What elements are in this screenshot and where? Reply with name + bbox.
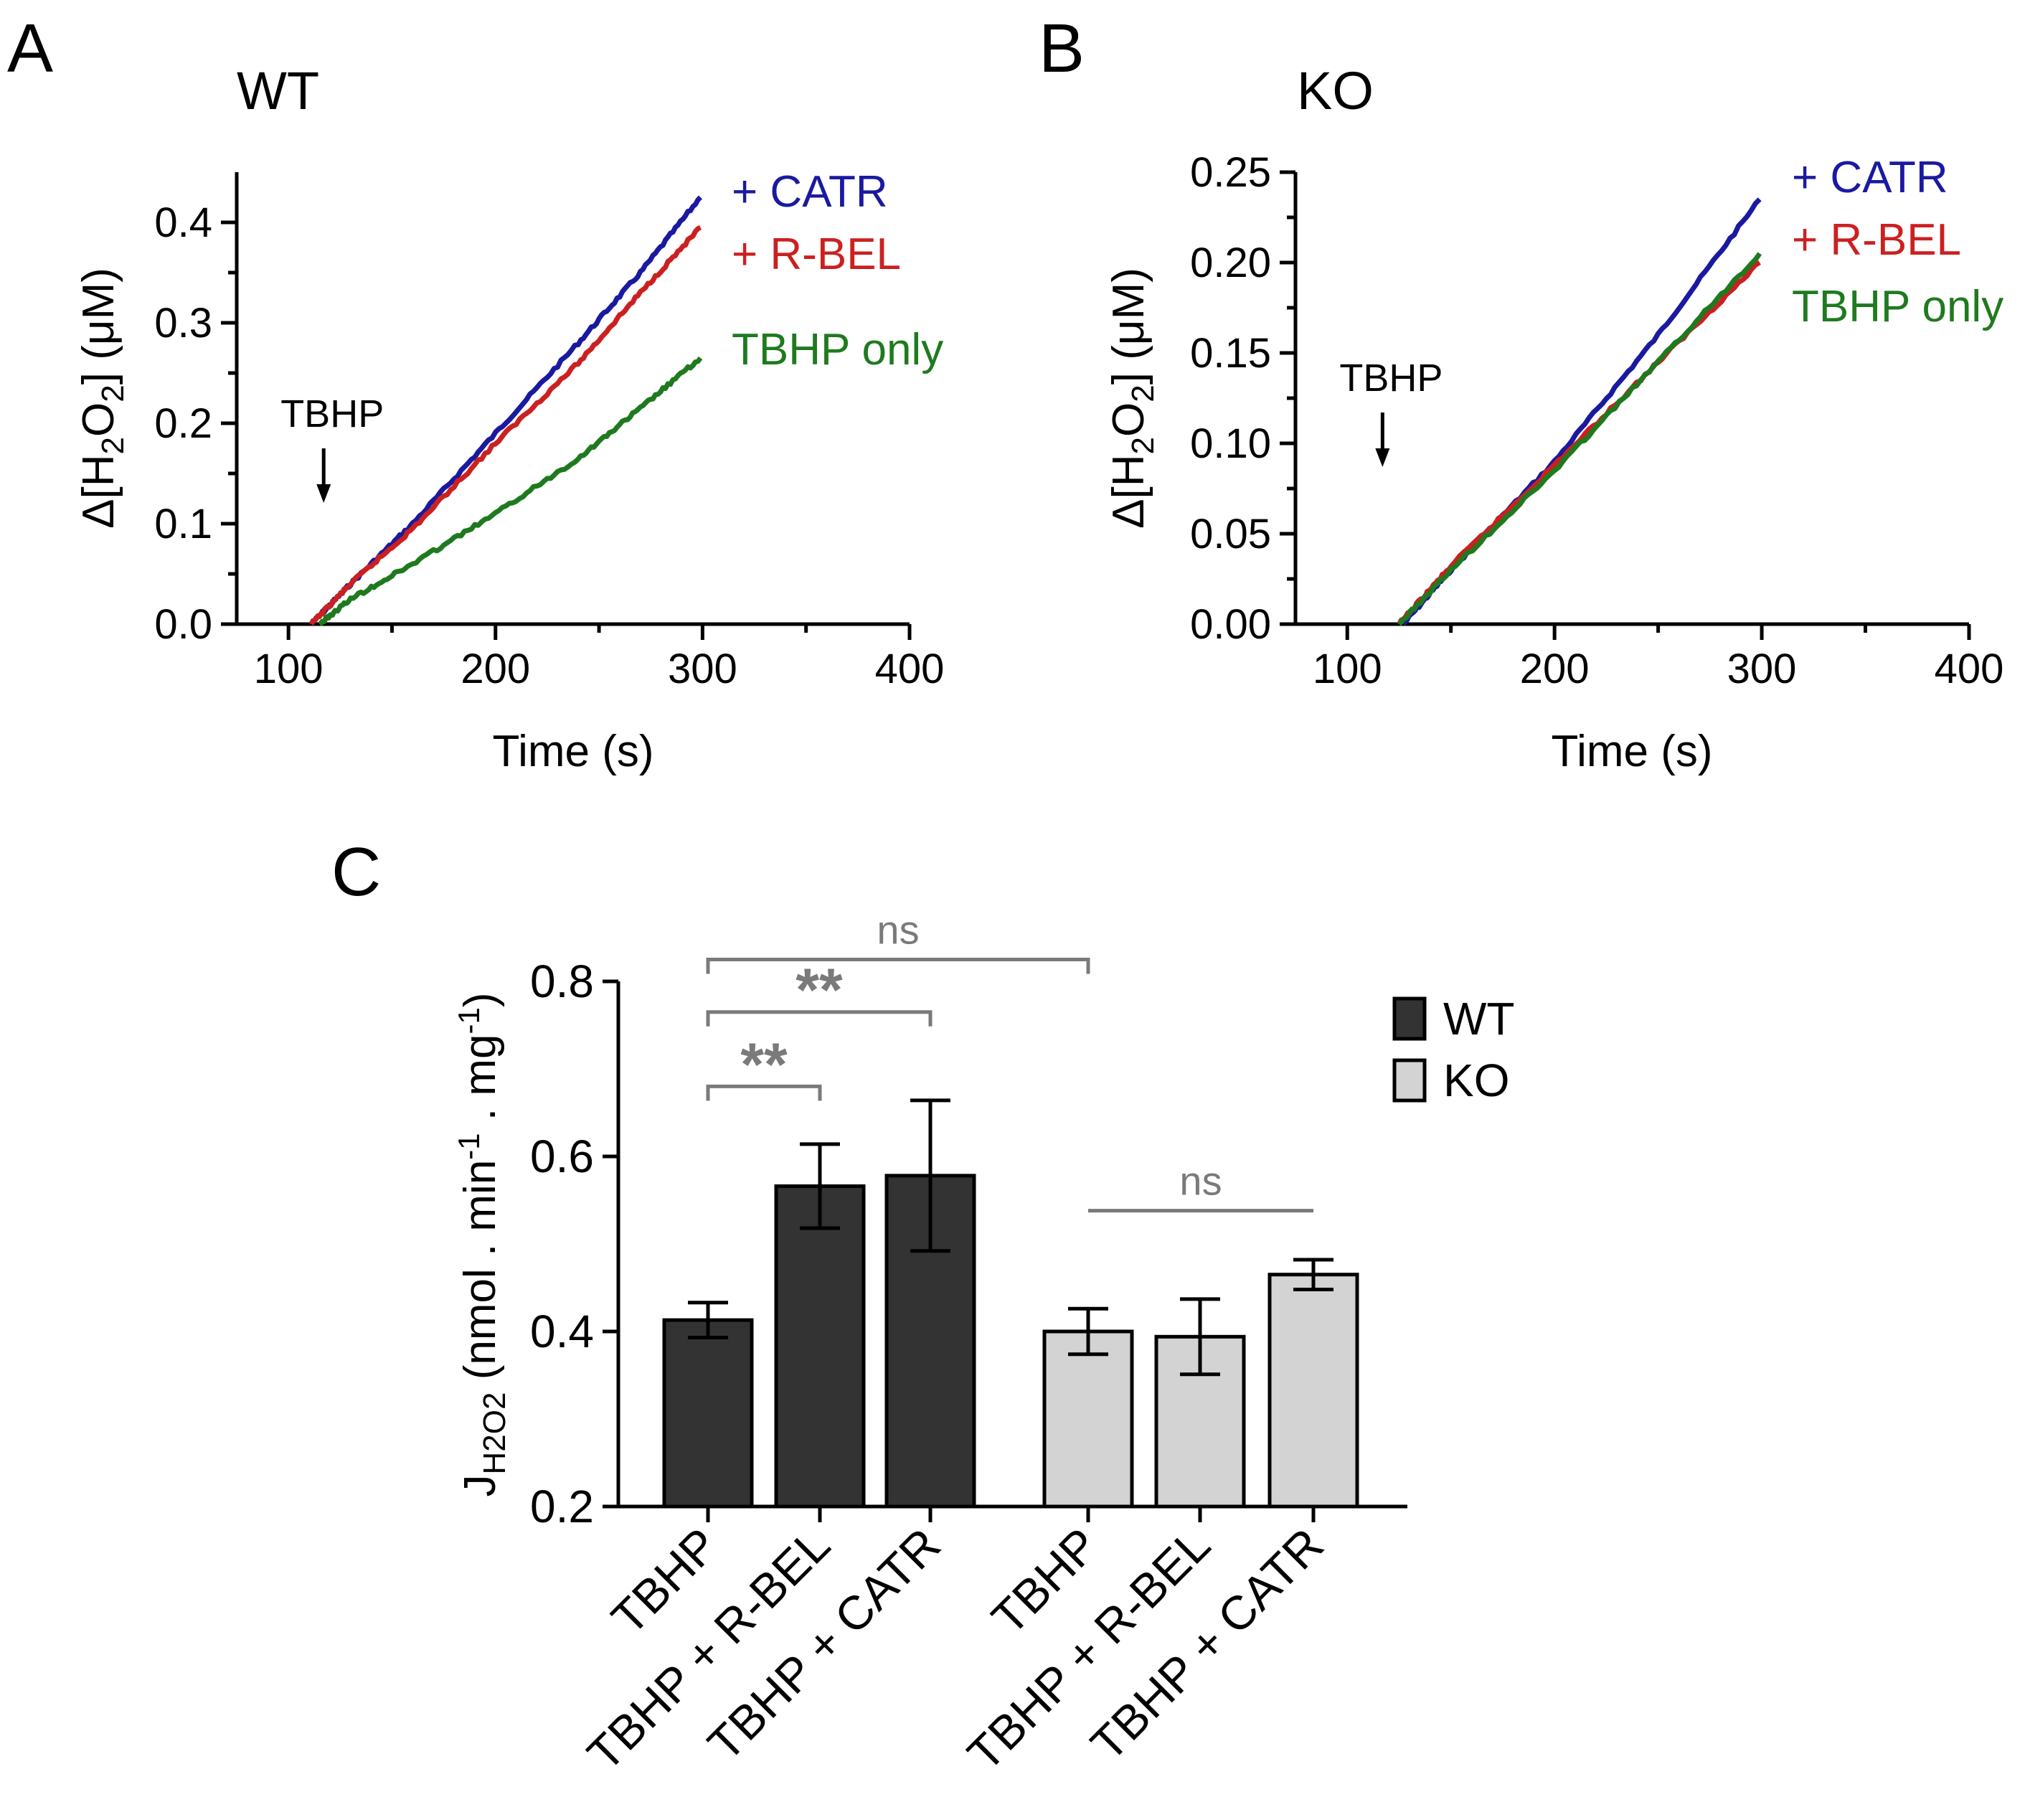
series-line [318, 356, 703, 626]
legend-swatch [1392, 996, 1427, 1041]
panel-b-x-title: Time (s) [1552, 727, 1713, 776]
y-tick-label: 0.1 [154, 501, 212, 547]
x-tick-label: 400 [875, 646, 945, 692]
x-tick-label: 200 [461, 646, 530, 692]
legend-entry: TBHP only [1792, 282, 2003, 331]
significance-label: ** [796, 956, 843, 1024]
y-tick-label: 0.3 [154, 300, 212, 346]
legend-entry: + CATR [1792, 153, 1948, 202]
panel-a-legend: + CATR + R-BEL TBHP only [732, 167, 943, 374]
bar [662, 1318, 754, 1509]
significance-bracket [706, 958, 1090, 974]
x-tick-label: 100 [1313, 646, 1382, 692]
y-tick-label: 0.05 [1190, 511, 1271, 557]
panel-b-y-title: Δ[H2O2] (μM) [1104, 268, 1161, 529]
legend-entry: + R-BEL [732, 230, 901, 279]
panel-a-tbhp-arrow-icon [316, 448, 331, 503]
x-tick-label: 100 [254, 646, 324, 692]
y-tick-label: 0.25 [1190, 149, 1271, 196]
x-tick-label: 400 [1935, 646, 2004, 692]
panel-b-legend: + CATR + R-BEL TBHP only [1792, 153, 2003, 331]
panel-b-title: KO [1297, 61, 1374, 121]
panel-a: 100 200 300 400 0.0 0.1 0.2 0.3 0.4 Time (s) Δ[H… [74, 167, 944, 776]
y-tick-label: 0.2 [530, 1481, 594, 1532]
significance-label: ns [877, 907, 919, 953]
panel-b-tbhp-label: TBHP [1339, 357, 1443, 400]
panel-a-title: WT [237, 61, 319, 121]
legend-label: KO [1443, 1055, 1509, 1106]
panel-letter-c: C [331, 834, 381, 910]
y-tick-label: 0.0 [154, 601, 212, 648]
significance-bracket [706, 1010, 933, 1027]
panel-a-series [308, 195, 703, 626]
panel-b-series [1397, 197, 1762, 626]
panel-c-y-title: JH2O2 (nmol . min-1 . mg-1) [452, 993, 512, 1497]
y-tick-label: 0.20 [1190, 240, 1271, 286]
legend-swatch [1392, 1058, 1427, 1103]
panel-b-tbhp-arrow-icon [1375, 412, 1390, 467]
bar [774, 1184, 866, 1509]
significance-label: ** [740, 1030, 788, 1098]
panel-letter-a: A [7, 10, 53, 87]
panel-letter-b: B [1039, 10, 1085, 87]
panel-b: 100 200 300 400 0.00 0.05 0.10 0.15 0.20 0.25 Tim… [1104, 149, 2003, 776]
y-tick-label: 0.6 [530, 1131, 594, 1182]
panel-a-ticks: 100 200 300 400 0.0 0.1 0.2 0.3 0.4 [154, 199, 944, 692]
y-tick-label: 0.4 [530, 1306, 594, 1357]
y-tick-label: 0.4 [154, 199, 212, 246]
arrow-head [1375, 448, 1390, 467]
x-tick-label: 300 [668, 646, 737, 692]
y-tick-label: 0.00 [1190, 601, 1271, 648]
significance-label: ns [1179, 1159, 1222, 1204]
significance-bracket [706, 1084, 822, 1101]
panel-a-x-title: Time (s) [493, 727, 654, 776]
panel-c-ticks: 0.2 0.4 0.6 0.8 [530, 956, 1316, 1532]
legend-entry: + CATR [732, 167, 888, 217]
panel-c-legend: WT KO [1392, 993, 1515, 1106]
y-tick-label: 0.10 [1190, 420, 1271, 467]
y-tick-label: 0.15 [1190, 330, 1271, 377]
panel-a-tbhp-label: TBHP [280, 392, 384, 435]
series-line [1397, 252, 1762, 626]
y-tick-label: 0.2 [154, 400, 212, 447]
bar [1267, 1273, 1359, 1509]
x-tick-label: 200 [1520, 646, 1590, 692]
legend-entry: TBHP only [732, 325, 943, 374]
panel-a-y-title: Δ[H2O2] (μM) [74, 268, 131, 529]
legend-entry: + R-BEL [1792, 215, 1961, 265]
panel-c-bars [662, 1098, 1359, 1509]
x-tick-label: 300 [1727, 646, 1797, 692]
y-tick-label: 0.8 [530, 956, 594, 1007]
legend-label: WT [1443, 993, 1515, 1045]
bar [1042, 1329, 1134, 1509]
arrow-head [316, 484, 331, 503]
series-line [308, 225, 702, 626]
panel-c-significance: ns **** ns [706, 907, 1313, 1213]
panel-b-ticks: 100 200 300 400 0.00 0.05 0.10 0.15 0.20 0.25 [1190, 149, 2003, 692]
